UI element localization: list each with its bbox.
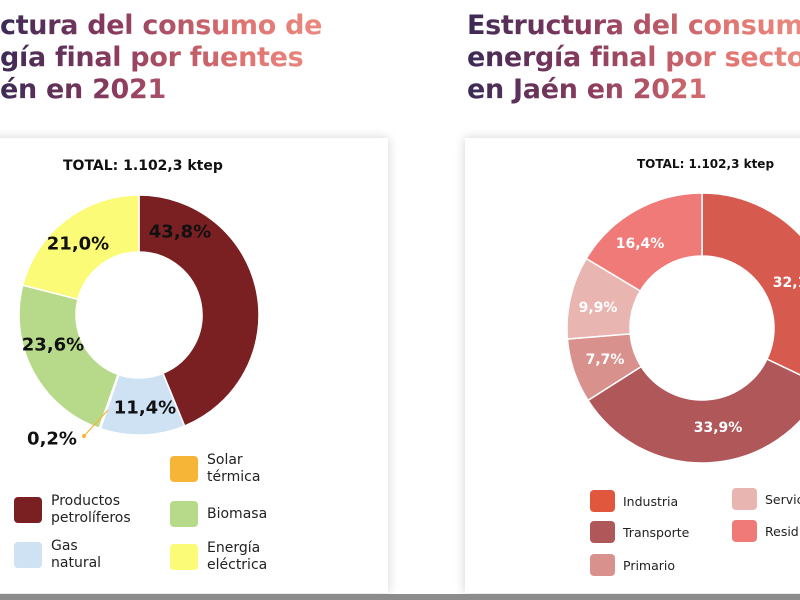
legend-swatch	[590, 554, 615, 576]
value-label-transporte: 33,9%	[693, 420, 743, 436]
value-label-primario: 7,7%	[585, 352, 625, 368]
donut-slice-productos-petrol-feros	[138, 194, 260, 427]
value-label-industria: 32,1	[772, 275, 800, 291]
legend-item-industria: Industria	[590, 490, 678, 512]
legend-label: Energía eléctrica	[207, 540, 268, 573]
legend-swatch	[14, 497, 42, 523]
legend-label: Productos petrolíferos	[51, 493, 131, 526]
legend-item-solar: Solar térmica	[170, 452, 260, 486]
donut-slice-residencial	[585, 192, 703, 292]
legend-label: Resid	[765, 523, 799, 539]
legend-item-petroliferos: Productos petrolíferos	[14, 493, 131, 527]
total-label-sources: TOTAL: 1.102,3 ktep	[63, 158, 223, 174]
legend-item-transporte: Transporte	[590, 521, 689, 543]
legend-label: Industria	[623, 493, 679, 509]
legend-label: Servic	[765, 491, 800, 507]
donut-slice-energ-a-el-ctrica	[21, 194, 140, 301]
legend-swatch	[732, 520, 757, 542]
legend-item-residencial: Resid	[732, 520, 799, 542]
legend-swatch	[14, 542, 42, 568]
legend-swatch	[590, 490, 615, 512]
legend-label: Transporte	[623, 524, 690, 540]
legend-label: Biomasa	[207, 505, 268, 522]
legend-swatch	[170, 501, 198, 527]
value-label-solar: 0,2%	[27, 428, 77, 450]
legend-label: Solar térmica	[207, 452, 261, 485]
value-label-petroliferos: 43,8%	[148, 221, 212, 243]
donut-slice-transporte	[586, 358, 800, 464]
bottom-edge	[0, 594, 800, 600]
value-label-residencial: 16,4%	[615, 236, 665, 252]
legend-swatch	[170, 544, 198, 570]
value-label-gas: 11,4%	[113, 397, 177, 419]
legend-item-primario: Primario	[590, 554, 675, 576]
total-label-sectors: TOTAL: 1.102,3 ktep	[637, 157, 775, 171]
legend-item-biomasa: Biomasa	[170, 501, 267, 527]
legend-item-gas: Gas natural	[14, 538, 101, 572]
value-label-servicios: 9,9%	[578, 300, 618, 316]
legend-item-servicios: Servic	[732, 488, 800, 510]
legend-swatch	[590, 521, 615, 543]
donut-slice-industria	[701, 192, 800, 376]
value-label-electrica: 21,0%	[46, 233, 110, 255]
donut-slice-biomasa	[18, 284, 119, 430]
legend-label: Primario	[623, 557, 676, 573]
value-label-biomasa: 23,6%	[21, 334, 85, 356]
legend-label: Gas natural	[51, 538, 102, 571]
legend-item-electrica: Energía eléctrica	[170, 540, 267, 574]
legend-swatch	[170, 456, 198, 482]
legend-swatch	[732, 488, 757, 510]
